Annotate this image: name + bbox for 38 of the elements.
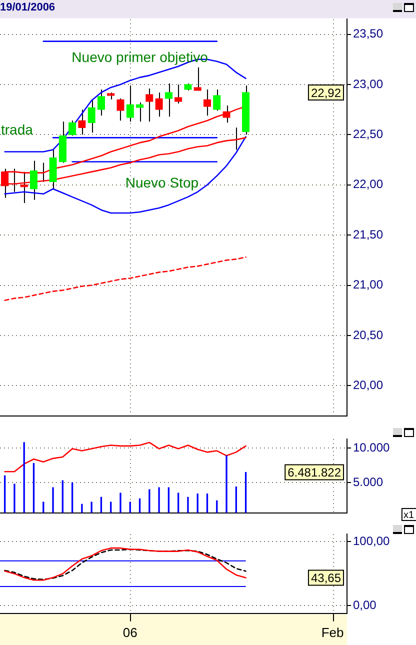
candlestick	[164, 82, 173, 118]
x-tick-label: Feb	[321, 624, 344, 640]
y-tick-label: 10.000	[353, 440, 390, 454]
chart-title: 19/01/2006	[0, 2, 56, 14]
candlestick	[213, 88, 221, 112]
y-tick-label: 20,50	[353, 328, 384, 342]
y-tick-label: 22,00	[353, 177, 384, 192]
y-tick-label: 21,50	[353, 227, 384, 242]
candlestick	[78, 109, 86, 136]
x-tick-label: 06	[122, 624, 138, 640]
candlestick	[97, 88, 106, 116]
y-tick-label: 22,50	[353, 126, 384, 141]
candlestick	[174, 84, 182, 104]
candlestick	[126, 84, 134, 122]
y-tick-label: 20,00	[353, 378, 384, 392]
candlestick	[136, 102, 144, 122]
y-tick-label: 23,00	[353, 76, 384, 91]
annotation: 6.481.822	[288, 466, 342, 480]
y-tick-label: 5.000	[353, 475, 384, 490]
annotation: 43,65	[310, 571, 342, 586]
candlestick	[116, 98, 124, 122]
annotation: trada	[1, 122, 34, 138]
annotation: Nuevo Stop	[125, 174, 199, 191]
y-tick-label: 100,00	[353, 534, 390, 548]
candlestick	[88, 100, 96, 134]
candlestick	[203, 88, 212, 116]
y-tick-label: 0,00	[353, 598, 377, 612]
text: x1	[403, 510, 414, 521]
candlestick	[194, 66, 202, 91]
annotation: Nuevo primer objetivo	[72, 49, 208, 66]
candlestick	[49, 149, 57, 190]
candlestick	[146, 88, 154, 122]
y-tick-label: 23,50	[353, 26, 384, 41]
y-tick-label: 21,00	[353, 278, 384, 292]
line-series	[4, 256, 246, 301]
candlestick	[30, 160, 38, 200]
annotation: 22,92	[310, 86, 342, 100]
candlestick	[155, 92, 163, 118]
